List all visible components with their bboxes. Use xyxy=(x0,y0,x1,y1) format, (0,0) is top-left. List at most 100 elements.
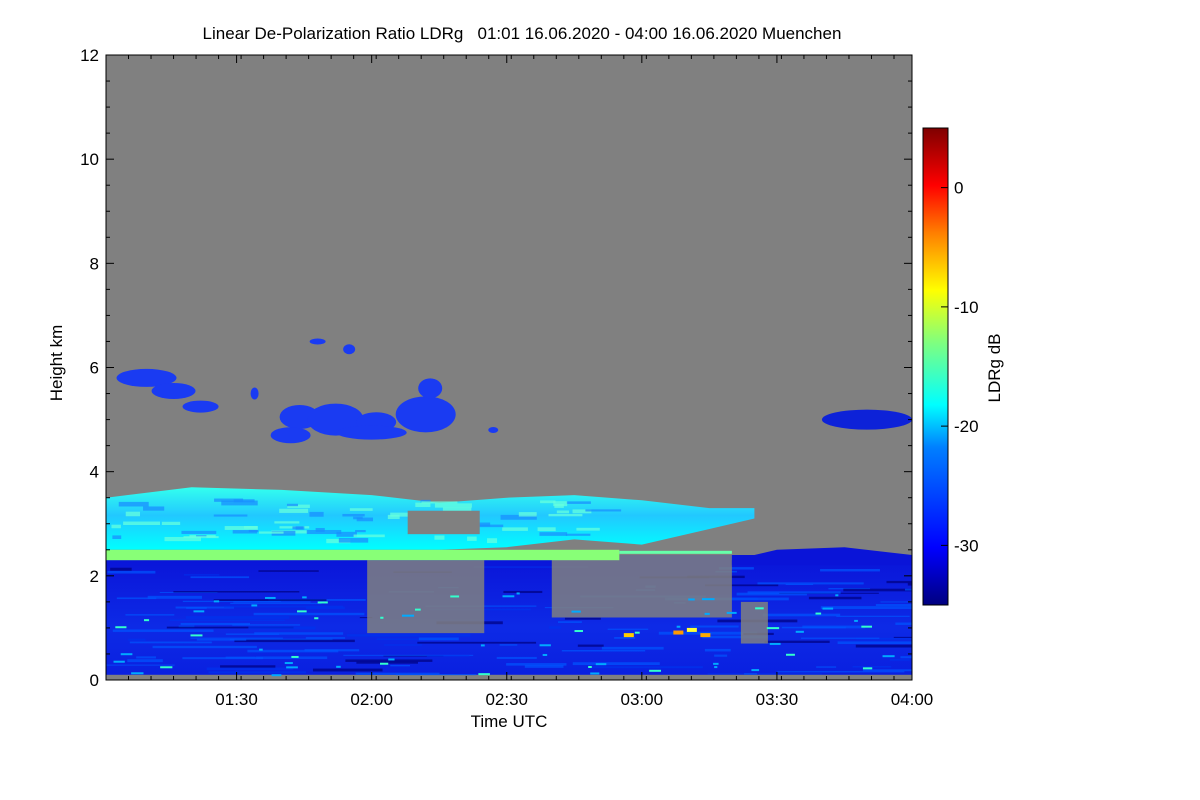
echo-streak xyxy=(855,644,912,648)
cloud-texture xyxy=(111,524,121,529)
echo-streak xyxy=(548,626,561,629)
echo-speckle xyxy=(131,672,144,675)
chart-title: Linear De-Polarization Ratio LDRg 01:01 … xyxy=(203,24,842,43)
cloud-texture xyxy=(143,506,165,511)
y-tick-label: 10 xyxy=(80,150,99,169)
echo-streak xyxy=(601,646,664,650)
echo-speckle xyxy=(388,658,395,661)
echo-streak xyxy=(384,644,422,646)
echo-streak xyxy=(343,654,474,656)
echo-streak xyxy=(182,600,281,603)
echo-speckle xyxy=(317,601,328,604)
echo-streak xyxy=(785,583,814,586)
echo-streak xyxy=(889,658,910,661)
echo-streak xyxy=(224,605,344,608)
echo-streak xyxy=(499,644,518,646)
echo-hotspot xyxy=(686,627,697,632)
cloud-gap xyxy=(407,510,480,535)
upper-cloud-patch-right xyxy=(821,409,912,430)
cloud-texture xyxy=(279,508,309,513)
echo-hotspot xyxy=(673,630,684,635)
cloud-texture xyxy=(553,501,568,507)
upper-cloud-patch xyxy=(270,427,311,444)
echo-streak xyxy=(220,665,276,669)
echo-speckle xyxy=(815,612,822,615)
echo-streak xyxy=(305,637,346,639)
echo-streak xyxy=(572,662,660,666)
cloud-texture xyxy=(566,501,591,504)
echo-streak xyxy=(173,591,300,593)
echo-streak xyxy=(843,588,912,592)
cloud-texture xyxy=(467,536,477,541)
echo-speckle xyxy=(193,610,205,613)
echo-streak xyxy=(196,638,247,641)
echo-speckle xyxy=(291,655,299,658)
cloud-texture xyxy=(243,525,258,529)
echo-speckle xyxy=(588,665,592,668)
upper-cloud-patch xyxy=(309,338,326,345)
echo-streak xyxy=(577,644,604,647)
echo-streak xyxy=(614,637,636,639)
cloud-texture xyxy=(125,511,141,517)
echo-streak xyxy=(356,661,418,664)
cloud-texture xyxy=(537,527,556,532)
echo-streak xyxy=(836,615,910,617)
colorbar-label: LDRg dB xyxy=(985,334,1004,403)
echo-speckle xyxy=(590,672,600,675)
echo-streak xyxy=(183,574,220,576)
cloud-texture xyxy=(286,503,298,507)
echo-speckle xyxy=(574,630,583,633)
echo-speckle xyxy=(713,662,719,665)
echo-streak xyxy=(426,655,470,657)
echo-streak xyxy=(705,584,779,587)
no-data-gap xyxy=(551,555,732,618)
echo-speckle xyxy=(286,666,298,669)
echo-speckle xyxy=(676,625,681,628)
echo-streak xyxy=(855,637,912,640)
echo-streak xyxy=(886,580,912,584)
echo-speckle xyxy=(213,600,220,603)
echo-speckle xyxy=(314,617,319,620)
echo-streak xyxy=(359,617,373,619)
echo-streak xyxy=(900,656,912,659)
echo-streak xyxy=(152,645,257,649)
echo-speckle xyxy=(302,596,307,599)
low-echo-top-right xyxy=(731,547,912,566)
echo-streak xyxy=(418,637,459,641)
echo-streak xyxy=(129,641,212,644)
echo-speckle xyxy=(115,626,127,629)
echo-streak xyxy=(106,664,175,666)
cloud-texture xyxy=(164,536,201,542)
echo-speckle xyxy=(751,669,760,672)
echo-streak xyxy=(707,673,822,675)
echo-streak xyxy=(747,591,841,594)
cloud-texture xyxy=(540,500,556,504)
echo-streak xyxy=(718,567,754,570)
upper-cloud-patch xyxy=(418,378,443,399)
echo-speckle xyxy=(284,662,293,665)
echo-speckle xyxy=(702,598,715,601)
y-axis-label: Height km xyxy=(47,325,66,402)
echo-streak xyxy=(206,667,294,671)
echo-speckle xyxy=(861,625,873,628)
cloud-texture xyxy=(442,507,472,512)
echo-speckle xyxy=(726,611,737,614)
echo-speckle xyxy=(380,616,384,619)
echo-streak xyxy=(213,599,327,602)
echo-streak xyxy=(116,597,157,600)
cloud-texture xyxy=(353,534,385,538)
echo-speckle xyxy=(297,610,307,613)
echo-streak xyxy=(852,666,892,668)
cloud-texture xyxy=(181,530,217,534)
cloud-texture xyxy=(123,521,160,526)
colorbar xyxy=(922,127,949,606)
cloud-texture xyxy=(356,517,374,522)
echo-streak xyxy=(607,628,649,630)
echo-streak xyxy=(503,590,543,594)
echo-speckle xyxy=(251,604,258,607)
echo-streak xyxy=(764,640,830,643)
cloud-texture xyxy=(502,527,528,531)
echo-streak xyxy=(417,641,537,644)
cloud-texture xyxy=(214,498,244,502)
colorbar-tick-label: -30 xyxy=(954,536,979,555)
